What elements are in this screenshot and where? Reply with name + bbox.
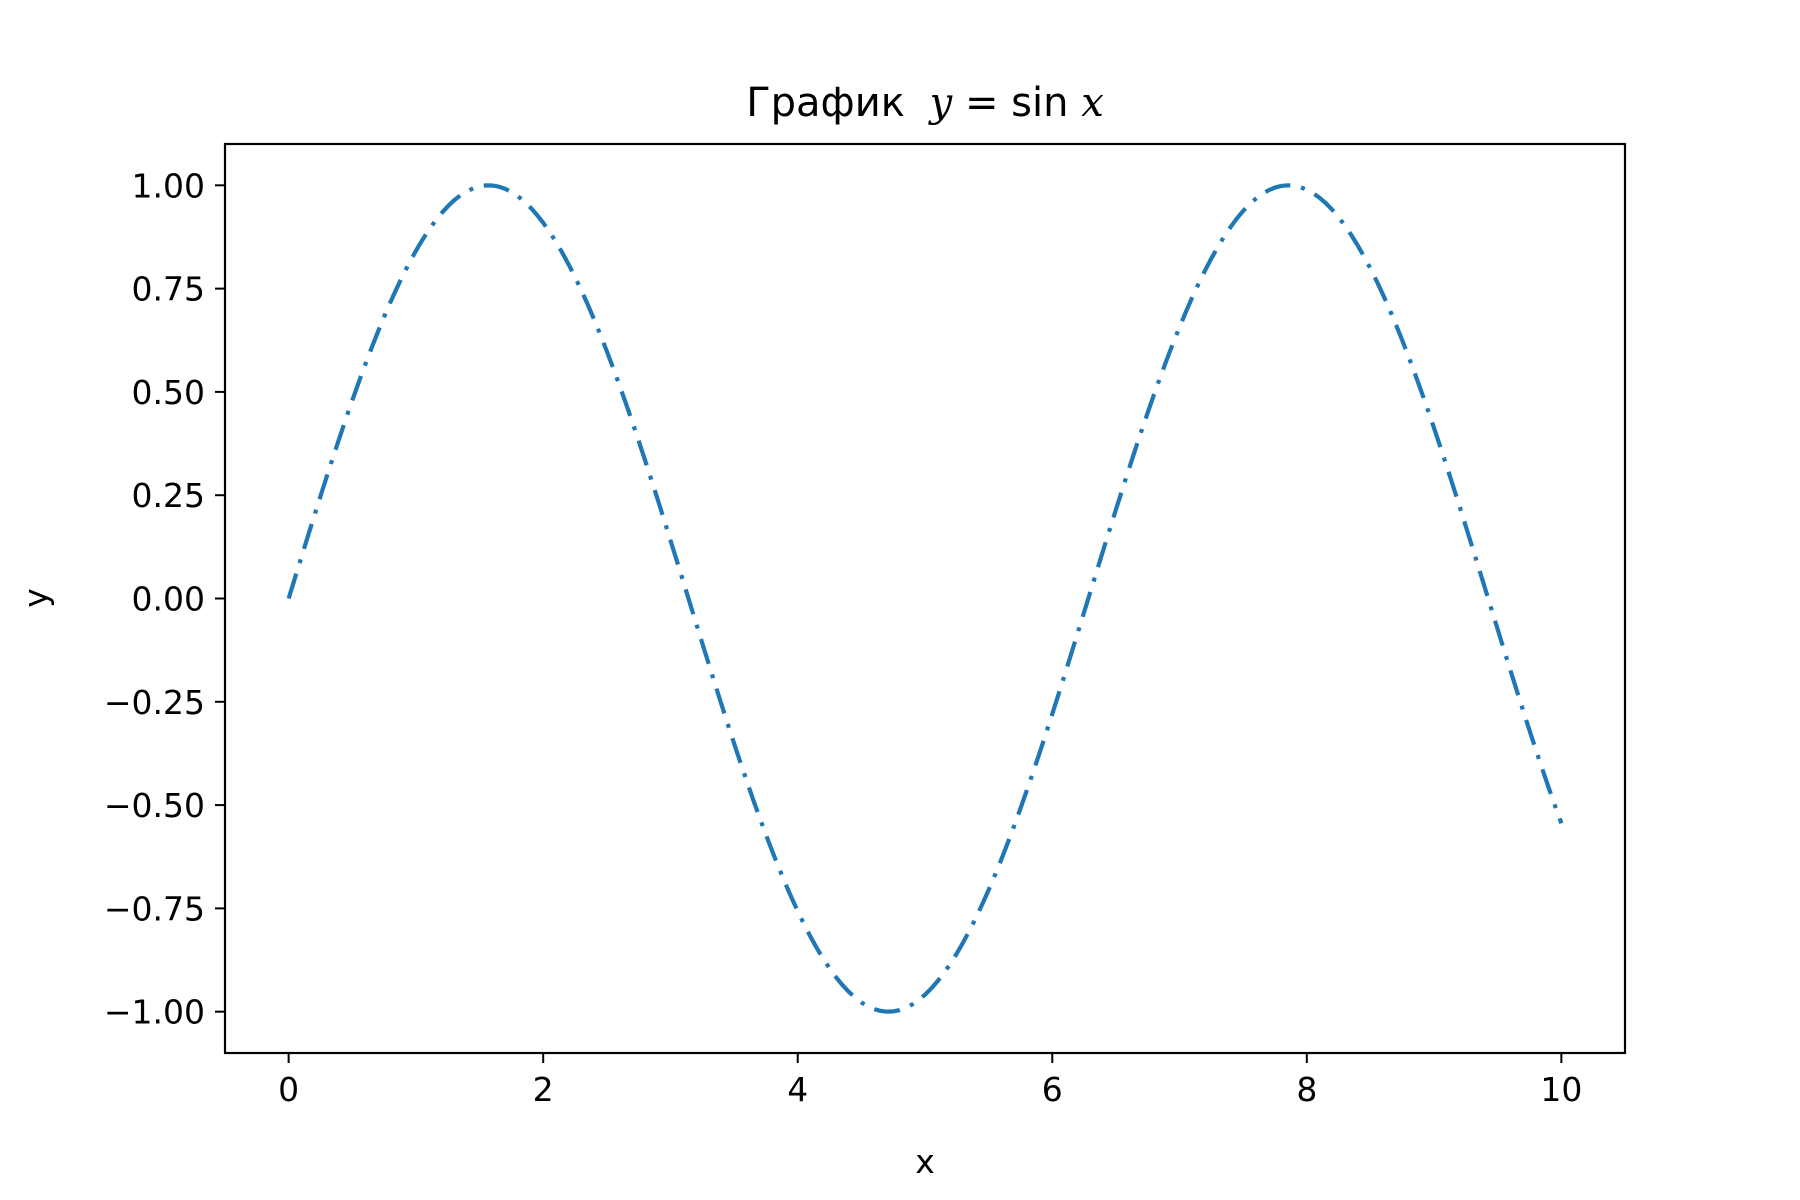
y-axis-ticks: 1.00 0.75 0.50 0.25 0.00 −0.25 −0.50 −0.75 −1.00 xyxy=(104,166,225,1032)
chart-title-x: x xyxy=(1081,80,1104,126)
axes-frame xyxy=(223,142,1627,1055)
y-tick-label: 0.00 xyxy=(132,580,205,619)
y-tick-label: −0.50 xyxy=(104,786,205,825)
series-line xyxy=(286,183,1564,1014)
chart-title-eq: = sin xyxy=(965,80,1069,126)
x-tick-label: 0 xyxy=(278,1070,299,1109)
chart-title-prefix: График xyxy=(746,80,905,126)
chart-title: График y = sin x xyxy=(746,80,1104,126)
chart-title-y: y xyxy=(928,80,954,126)
x-axis-ticks: 0 2 4 6 8 10 xyxy=(278,1053,1582,1109)
y-tick-label: −0.25 xyxy=(104,683,205,722)
y-tick-label: 0.75 xyxy=(132,270,205,309)
y-tick-label: 1.00 xyxy=(132,166,205,205)
x-tick-label: 10 xyxy=(1540,1070,1582,1109)
y-tick-label: 0.50 xyxy=(132,373,205,412)
y-tick-label: −0.75 xyxy=(104,889,205,928)
x-tick-label: 8 xyxy=(1296,1070,1317,1109)
x-axis-label: x xyxy=(915,1142,935,1181)
x-tick-label: 2 xyxy=(533,1070,554,1109)
y-tick-label: −1.00 xyxy=(104,993,205,1032)
y-tick-label: 0.25 xyxy=(132,476,205,515)
y-axis-label: y xyxy=(16,588,55,608)
x-tick-label: 6 xyxy=(1042,1070,1063,1109)
x-tick-label: 4 xyxy=(787,1070,808,1109)
plot-area xyxy=(286,183,1564,1014)
